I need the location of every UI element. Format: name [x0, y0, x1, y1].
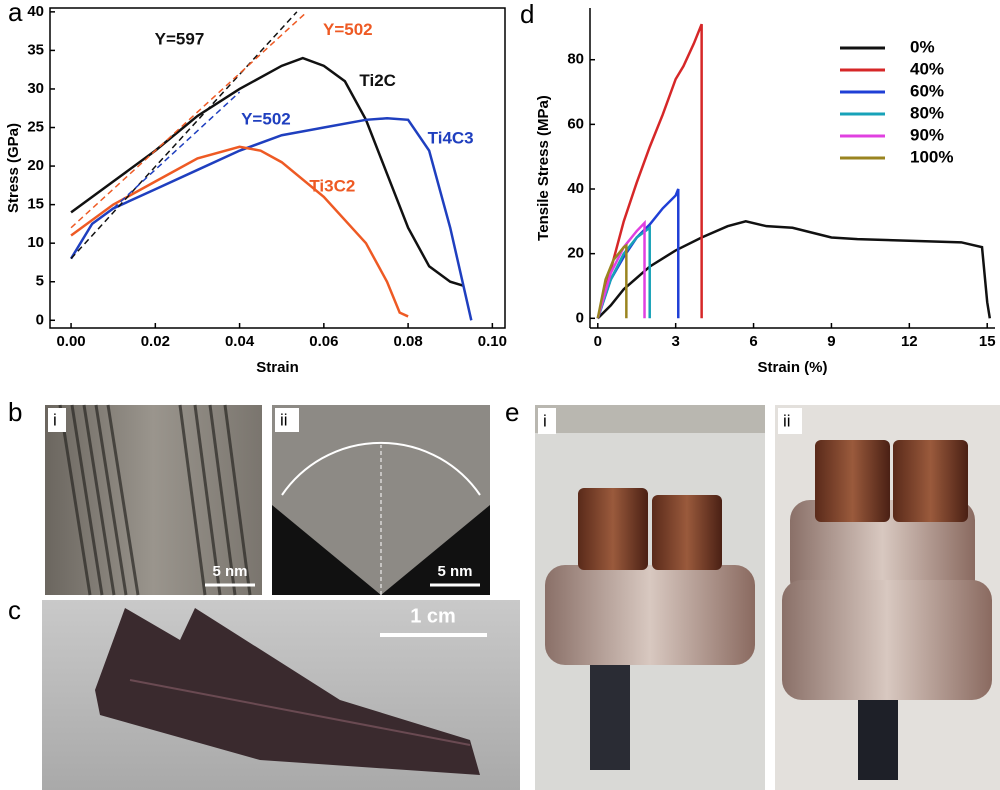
x-tick-label: 9 [827, 333, 835, 350]
series-line [596, 23, 703, 319]
series-line [69, 117, 473, 321]
series-line [596, 219, 646, 319]
panel-label: c [8, 595, 21, 625]
fit-line [112, 91, 241, 210]
legend-label: 90% [910, 125, 944, 144]
x-tick-label: 0.04 [225, 333, 255, 350]
x-tick-label: 6 [749, 333, 757, 350]
panel-label: d [520, 0, 534, 29]
plot-frame [49, 7, 506, 329]
panel-label: e [505, 397, 519, 427]
series-line [596, 243, 628, 319]
series-annotation: Ti2C [359, 71, 396, 90]
y-tick-label: 35 [27, 41, 44, 58]
sub-label: i [53, 410, 57, 429]
series-line [596, 188, 680, 319]
y-axis-label: Tensile Stress (MPa) [535, 95, 552, 241]
label-box [538, 408, 556, 434]
x-tick-label: 0.00 [56, 333, 85, 350]
weight [893, 440, 968, 522]
series-annotation: Ti3C2 [309, 177, 355, 196]
y-tick-label: 60 [567, 115, 584, 132]
sub-label: i [543, 411, 547, 430]
weight [652, 495, 722, 570]
legend-label: 100% [910, 147, 953, 166]
coin-stack [790, 500, 975, 600]
support [858, 690, 898, 780]
y-tick-label: 30 [27, 80, 44, 97]
series-line [596, 220, 992, 320]
x-tick-label: 3 [672, 333, 680, 350]
y-axis-label: Stress (GPa) [5, 123, 22, 213]
series-annotation: Ti4C3 [428, 129, 474, 148]
fit-line [70, 11, 308, 229]
legend-label: 40% [910, 59, 944, 78]
fit-line [70, 11, 298, 260]
tem-image [45, 405, 262, 595]
y-tick-label: 15 [27, 196, 44, 213]
y-tick-label: 25 [27, 118, 44, 135]
sub-label: ii [280, 410, 288, 429]
y-tick-label: 10 [27, 234, 44, 251]
x-tick-label: 0.08 [394, 333, 423, 350]
legend-label: 80% [910, 103, 944, 122]
y-tick-label: 5 [36, 273, 44, 290]
y-tick-label: 20 [567, 245, 584, 262]
scale-text: 5 nm [212, 563, 247, 580]
series-annotation: Y=597 [155, 29, 205, 48]
series-annotation: Y=502 [241, 109, 291, 128]
y-tick-label: 80 [567, 51, 584, 68]
label-box [48, 408, 66, 432]
lattice-fringes [58, 404, 252, 596]
x-tick-label: 15 [979, 333, 996, 350]
panel-label: a [8, 0, 23, 27]
y-tick-label: 0 [36, 311, 44, 328]
scale-text: 5 nm [437, 563, 472, 580]
x-tick-label: 0.10 [478, 333, 507, 350]
y-tick-label: 40 [567, 180, 584, 197]
series-annotation: Y=502 [323, 20, 373, 39]
x-tick-label: 0.06 [309, 333, 338, 350]
series-line [70, 56, 464, 287]
x-tick-label: 0 [594, 333, 602, 350]
fold [129, 679, 471, 746]
x-tick-label: 0.02 [141, 333, 170, 350]
label-box [275, 408, 299, 432]
coin-stack [782, 580, 992, 700]
x-axis-label: Strain [256, 359, 299, 376]
weight [815, 440, 890, 522]
coin-stack [545, 565, 755, 665]
support [590, 660, 630, 770]
y-tick-label: 40 [27, 3, 44, 20]
label-box [778, 408, 802, 434]
sub-label: ii [783, 411, 791, 430]
series-line [596, 225, 651, 319]
x-axis-label: Strain (%) [757, 359, 827, 376]
x-tick-label: 12 [901, 333, 918, 350]
weight [578, 488, 648, 570]
ruler [535, 405, 765, 433]
legend-label: 60% [910, 81, 944, 100]
dark-region [272, 505, 490, 595]
film [95, 608, 480, 775]
scale-text: 1 cm [410, 605, 456, 627]
series-line [70, 145, 409, 318]
panel-label: b [8, 397, 22, 427]
arc [281, 441, 481, 496]
y-tick-label: 0 [576, 309, 584, 326]
y-tick-label: 20 [27, 157, 44, 174]
legend-label: 0% [910, 37, 935, 56]
